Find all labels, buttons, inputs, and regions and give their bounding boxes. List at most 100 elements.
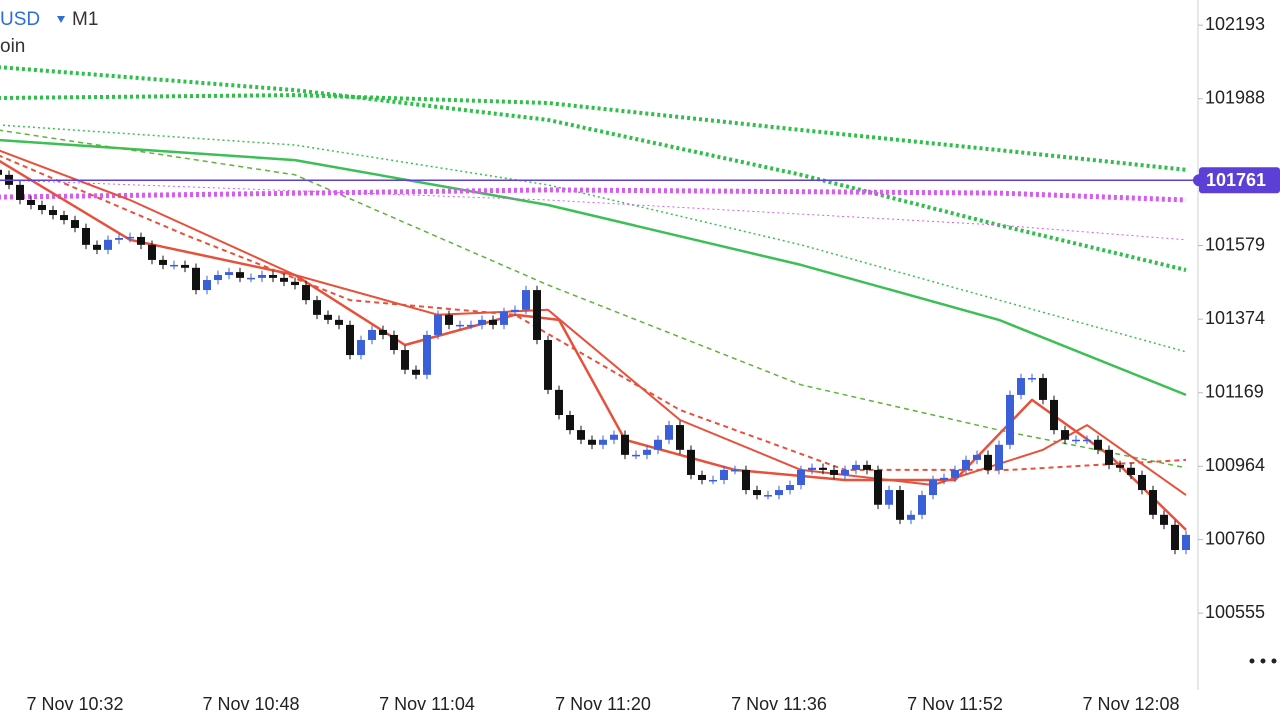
candle-body (16, 184, 24, 200)
candle-body (742, 469, 750, 491)
candle-body (82, 227, 90, 245)
candle-body (522, 290, 530, 310)
candle-body (1094, 439, 1102, 450)
candle-body (258, 274, 266, 278)
candle-body (456, 324, 464, 327)
indicator-line (0, 124, 1187, 353)
y-tick-label: 101169 (1205, 381, 1264, 401)
candle-body (324, 314, 332, 320)
candle-body (764, 495, 772, 497)
candle-body (786, 485, 794, 491)
candle-body (93, 244, 101, 250)
candle-body (907, 514, 915, 520)
candle-body (654, 439, 662, 450)
x-tick-label: 7 Nov 11:36 (731, 694, 827, 714)
current-price-label: 101761 (1206, 170, 1266, 190)
candle-body (896, 490, 904, 520)
candle-body (357, 339, 365, 356)
candle-body (148, 244, 156, 260)
y-tick-label: 102193 (1205, 14, 1265, 34)
indicator-line (0, 93, 1187, 172)
candle-body (445, 314, 453, 325)
candle-body (1138, 474, 1146, 491)
candle-body (797, 469, 805, 486)
candle-body (984, 454, 992, 470)
timeframe[interactable]: M1 (72, 9, 98, 30)
candle-body (1061, 430, 1069, 440)
candle-body (159, 259, 167, 265)
candle-body (918, 495, 926, 515)
more-button[interactable] (1249, 658, 1277, 664)
y-tick-label: 101374 (1205, 308, 1265, 328)
candle-body (885, 490, 893, 505)
candle-body (610, 434, 618, 440)
candle-body (874, 469, 882, 505)
candle-body (533, 290, 541, 340)
candle-body (687, 449, 695, 475)
candle-body (995, 444, 1003, 470)
candle-body (599, 439, 607, 445)
candle-body (27, 199, 35, 205)
candle-body (863, 464, 871, 470)
candle-body (478, 319, 486, 325)
indicator-line (0, 138, 1187, 397)
indicator-line (0, 129, 1187, 469)
candle-body (291, 281, 299, 286)
candle-body (214, 274, 222, 281)
candle-body (368, 329, 376, 340)
candle-body (126, 236, 134, 239)
dot[interactable] (1249, 658, 1255, 664)
indicator-line (0, 179, 1187, 241)
plot-area (0, 65, 1190, 555)
candle-body (335, 319, 343, 325)
candle-body (808, 467, 816, 470)
candle-body (104, 239, 112, 250)
candle-body (951, 469, 959, 478)
candle-body (1160, 514, 1168, 525)
indicator-line (0, 149, 1187, 496)
symbol-dropdown-icon[interactable] (57, 16, 65, 23)
candle-body (1171, 524, 1179, 550)
candle-body (621, 434, 629, 455)
y-tick-label: 101579 (1205, 234, 1265, 254)
candle-body (346, 324, 354, 356)
x-tick-label: 7 Nov 11:52 (907, 694, 1003, 714)
x-tick-label: 7 Nov 10:32 (26, 694, 123, 714)
x-tick-label: 7 Nov 11:20 (555, 694, 651, 714)
subtitle: oin (0, 36, 25, 57)
dot[interactable] (1260, 658, 1266, 664)
candle-body (511, 309, 519, 312)
candle-body (1072, 439, 1080, 442)
candle-body (577, 430, 585, 440)
candle-body (709, 479, 717, 482)
indicator-line (0, 187, 1187, 203)
candle-body (775, 490, 783, 496)
candle-body (1006, 394, 1014, 445)
candle-body (280, 277, 288, 282)
candle-body (379, 329, 387, 335)
candle-body (1028, 378, 1036, 380)
candle-body (489, 319, 497, 325)
y-tick-label: 100760 (1205, 528, 1265, 548)
candle-body (1039, 378, 1047, 400)
candle-body (731, 469, 739, 472)
candle-body (632, 454, 640, 457)
candle-body (115, 238, 123, 240)
candle-body (852, 464, 860, 470)
candle-body (500, 311, 508, 325)
y-tick-label: 100555 (1205, 602, 1265, 622)
candle-body (555, 389, 563, 416)
candle-body (1116, 464, 1124, 468)
symbol[interactable]: USD (0, 9, 40, 30)
candle-body (643, 449, 651, 455)
candle-body (588, 439, 596, 445)
candle-body (302, 285, 310, 301)
candle-body (0, 169, 2, 175)
candle-body (841, 469, 849, 475)
candle-body (1050, 399, 1058, 431)
candle-body (412, 369, 420, 375)
dot[interactable] (1271, 658, 1277, 664)
candle-body (1149, 490, 1157, 515)
candle-body (434, 314, 442, 335)
